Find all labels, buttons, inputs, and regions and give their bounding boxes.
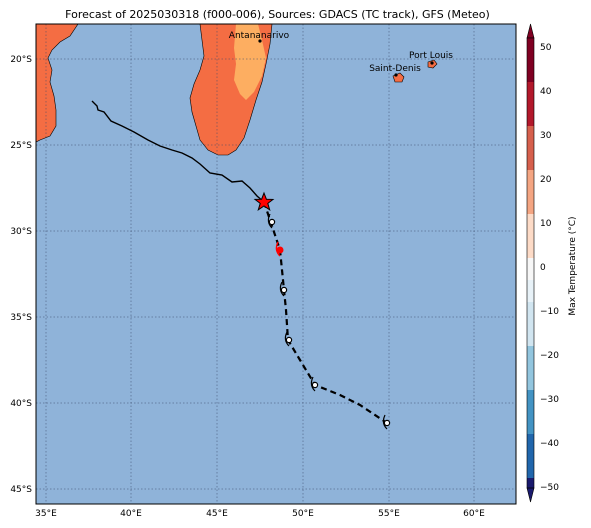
colorbar-band	[527, 280, 534, 302]
city-label: Saint-Denis	[369, 64, 421, 74]
lat-axis: 20°S 25°S 30°S 35°S 40°S 45°S	[10, 55, 32, 495]
tc-track-forecast[interactable]	[262, 201, 388, 424]
colorbar-ticks: 50 40 30 20 10 0 −10 −20 −30 −40 −50	[540, 43, 559, 493]
colorbar-label: Max Temperature (°C)	[568, 216, 578, 315]
colorbar-tick: −50	[540, 483, 559, 493]
tc-track-past[interactable]	[91, 100, 265, 203]
colorbar-top-triangle	[526, 23, 535, 39]
colorbar-band	[527, 434, 534, 478]
colorbar-tick: 20	[540, 175, 552, 185]
colorbar-band	[527, 214, 534, 258]
lon-label: 55°E	[378, 509, 400, 519]
lon-label: 35°E	[35, 509, 57, 519]
colorbar-band	[527, 38, 534, 82]
map-panel[interactable]: Antananarivo Port Louis Saint-Denis	[35, 23, 517, 505]
lon-axis: 35°E 40°E 45°E 50°E 55°E 60°E	[35, 509, 485, 519]
cyclone-symbol[interactable]	[310, 376, 319, 392]
gridlines	[36, 24, 516, 504]
city-label: Port Louis	[409, 51, 453, 61]
colorbar-band	[527, 302, 534, 346]
lat-label: 45°S	[10, 485, 32, 495]
colorbar-band	[527, 170, 534, 214]
lon-label: 40°E	[120, 509, 142, 519]
cyclone-symbol[interactable]	[279, 281, 288, 297]
colorbar-bottom-triangle	[526, 487, 535, 503]
colorbar-band	[527, 258, 534, 280]
colorbar-tick: 50	[540, 43, 552, 53]
city-label: Antananarivo	[229, 31, 290, 41]
colorbar-band	[527, 126, 534, 170]
lat-label: 35°S	[10, 313, 32, 323]
colorbar-band	[527, 478, 534, 488]
colorbar-tick: −30	[540, 395, 559, 405]
colorbar-band	[527, 346, 534, 390]
colorbar: 50 40 30 20 10 0 −10 −20 −30 −40 −50 Max…	[526, 23, 578, 503]
cyclone-symbol[interactable]	[382, 414, 391, 430]
current-position-star-icon[interactable]	[253, 191, 275, 211]
map-title: Forecast of 2025030318 (f000-006), Sourc…	[65, 8, 490, 21]
colorbar-tick: −40	[540, 439, 559, 449]
ocean	[36, 24, 516, 504]
land-madagascar-highlands	[234, 24, 266, 100]
lat-label: 30°S	[10, 227, 32, 237]
colorbar-tick: 0	[540, 263, 546, 273]
map-frame	[35, 23, 517, 505]
colorbar-band	[527, 82, 534, 126]
city-antananarivo[interactable]: Antananarivo	[229, 31, 290, 43]
cyclone-symbol-current[interactable]	[275, 241, 284, 257]
lat-label: 25°S	[10, 141, 32, 151]
lat-label: 20°S	[10, 55, 32, 65]
cyclone-symbol[interactable]	[284, 331, 293, 347]
city-port-louis[interactable]: Port Louis	[409, 51, 453, 65]
colorbar-band	[527, 390, 534, 434]
colorbar-frame	[526, 37, 535, 489]
colorbar-tick: 30	[540, 131, 552, 141]
lon-label: 50°E	[292, 509, 314, 519]
lon-label: 45°E	[206, 509, 228, 519]
city-saint-denis[interactable]: Saint-Denis	[369, 64, 421, 77]
land-africa	[36, 24, 79, 143]
lat-label: 40°S	[10, 399, 32, 409]
colorbar-tick: 40	[540, 87, 552, 97]
colorbar-tick: 10	[540, 219, 552, 229]
colorbar-tick: −10	[540, 307, 559, 317]
cyclone-symbol[interactable]	[267, 213, 276, 229]
lon-label: 60°E	[463, 509, 485, 519]
colorbar-tick: −20	[540, 351, 559, 361]
